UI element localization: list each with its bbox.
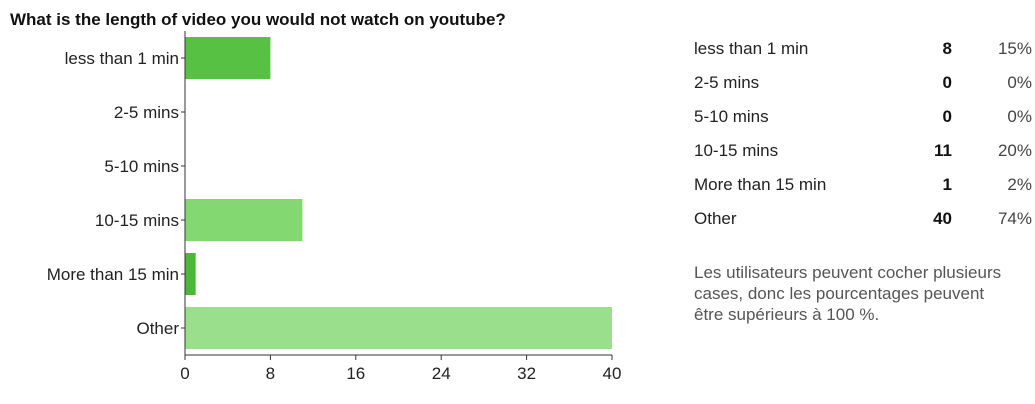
x-tick-label-1: 8 [266,364,275,383]
bar-5 [185,307,612,349]
summary-count: 0 [942,107,952,126]
category-label-1: 2-5 mins [114,103,179,122]
summary-label: 10-15 mins [694,141,779,160]
summary-percent: 0% [1007,73,1032,92]
summary-row: 10-15 mins 11 20% [694,134,1032,168]
summary-count: 1 [942,175,952,194]
category-label-3: 10-15 mins [95,211,179,230]
summary-row: less than 1 min 8 15% [694,32,1032,66]
summary-count: 0 [942,73,952,92]
bar-3 [185,199,303,241]
x-tick-label-5: 40 [603,364,622,383]
summary-count: 40 [933,209,952,228]
bar-chart: less than 1 min 2-5 mins 5-10 mins 10-15 mi… [47,31,622,383]
summary-row: Other 40 74% [694,202,1032,236]
x-tick-label-4: 32 [517,364,536,383]
summary-label: Other [694,209,737,228]
summary-percent: 74% [997,209,1032,228]
summary-row: 5-10 mins 0 0% [694,100,1032,134]
category-label-4: More than 15 min [47,265,179,284]
x-tick-label-0: 0 [180,364,189,383]
bar-0 [185,37,271,79]
summary-row: More than 15 min 1 2% [694,168,1032,202]
summary-row: 2-5 mins 0 0% [694,66,1032,100]
multi-select-note: Les utilisateurs peuvent cocher plusieur… [694,263,1002,324]
summary-percent: 15% [997,39,1032,58]
bar-4 [185,253,196,295]
summary-label: 2-5 mins [694,73,760,92]
summary-count: 8 [942,39,952,58]
response-summary-table: less than 1 min 8 15% 2-5 mins 0 0% 5-10 mins 0… [694,32,1032,236]
summary-label: More than 15 min [694,175,827,194]
summary-percent: 20% [997,141,1032,160]
summary-label: less than 1 min [694,39,809,58]
summary-label: 5-10 mins [694,107,769,126]
summary-percent: 0% [1007,107,1032,126]
summary-count: 11 [934,141,952,160]
chart-question-title: What is the length of video you would no… [10,10,506,29]
x-tick-label-3: 24 [432,364,451,383]
category-label-0: less than 1 min [65,49,179,68]
x-tick-label-2: 16 [346,364,365,383]
summary-percent: 2% [1007,175,1032,194]
category-label-2: 5-10 mins [104,157,179,176]
category-label-5: Other [136,319,179,338]
